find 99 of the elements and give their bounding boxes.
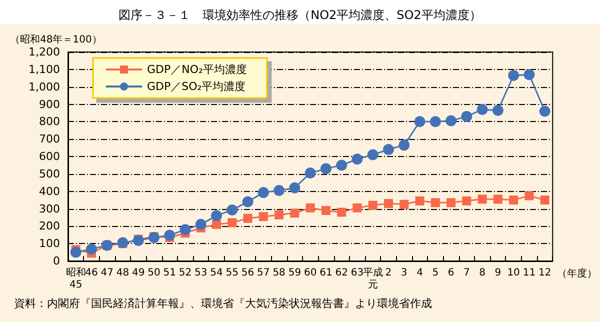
x-tick-label: 49 [132, 268, 145, 278]
point [274, 184, 285, 196]
point [320, 163, 332, 174]
x-tick-label: 55 [226, 268, 239, 278]
legend-label: GDP／SO₂平均濃度 [147, 80, 246, 93]
point [86, 244, 97, 255]
point [228, 218, 237, 228]
point [290, 208, 300, 218]
chart-title: 図序－３－１ 環境効率性の推移（NO2平均濃度、SO2平均濃度） [118, 8, 482, 22]
point [524, 191, 534, 200]
point [478, 194, 487, 204]
y-tick-label: 400 [39, 184, 60, 198]
y-tick-label: 1,000 [28, 80, 60, 94]
point [258, 212, 268, 222]
point [384, 199, 393, 208]
y-tick-label: 900 [39, 98, 60, 111]
x-tick-label: 59 [288, 268, 302, 278]
point [539, 106, 550, 117]
x-tick-label: 10 [507, 268, 520, 278]
x-tick-label: 2 [385, 268, 392, 278]
x-tick-label: 56 [241, 268, 254, 278]
x-tick-label: 5 [432, 268, 439, 278]
x-tick-label: 47 [100, 268, 114, 278]
text: 資料：内閣府『国民経済計算年報』、環境省『大気汚染状況報告書』より環境省作成 [14, 297, 432, 310]
y-tick-label: 700 [39, 132, 60, 146]
point [337, 208, 346, 217]
point [540, 196, 550, 205]
x-tick-label: 8 [479, 268, 486, 278]
y-tick-label: 200 [39, 220, 60, 233]
x-tick-label: 48 [116, 268, 130, 278]
point [258, 187, 269, 198]
legend-label: GDP／NO₂平均濃度 [147, 63, 247, 76]
y-tick-label: 300 [39, 202, 60, 216]
point [430, 116, 441, 128]
point [492, 104, 504, 116]
x-tick-label: 7 [463, 268, 470, 278]
point [476, 104, 488, 115]
point [352, 154, 363, 165]
point [398, 140, 410, 151]
point [352, 203, 362, 212]
x-tick-label: 51 [163, 268, 176, 278]
x-tick-label: 46 [85, 268, 98, 278]
point [461, 110, 472, 122]
point [383, 144, 394, 156]
y-tick-label: 1,100 [28, 62, 60, 76]
point [336, 160, 348, 171]
point [212, 220, 222, 229]
y-tick-label: 1,200 [28, 46, 60, 58]
x-tick-label: 11 [522, 268, 536, 278]
x-tick-label: 57 [257, 268, 270, 278]
point [180, 224, 191, 236]
point [289, 182, 300, 194]
y-axis-title: （昭和48年＝100） [10, 34, 102, 46]
point [509, 196, 518, 205]
point [462, 196, 472, 206]
x-tick-label: 60 [304, 268, 317, 278]
x-tick-label: 50 [148, 268, 160, 278]
x-tick-label: 12 [538, 268, 552, 278]
y-tick-label: 800 [39, 115, 60, 128]
x-tick-label: 53 [194, 268, 208, 278]
point [211, 210, 222, 222]
point [304, 168, 316, 179]
point [367, 149, 378, 160]
x-tick-label: 3 [400, 268, 408, 278]
point [70, 246, 82, 258]
point [226, 204, 238, 216]
point [243, 214, 252, 223]
y-tick-label: 0 [53, 254, 60, 268]
point [430, 198, 440, 208]
x-tick-label: 52 [178, 268, 192, 278]
x-axis-title: （年度） [557, 268, 598, 280]
point [195, 218, 206, 230]
point [321, 206, 330, 215]
x-tick-label: 63 [350, 268, 364, 278]
y-tick-label: 100 [39, 237, 60, 250]
x-tick-label: 4 [416, 268, 423, 278]
point [368, 200, 378, 210]
point [493, 194, 502, 204]
x-tick-label: 9 [494, 268, 502, 278]
y-tick-label: 600 [39, 150, 60, 163]
point [274, 210, 284, 220]
point [524, 69, 535, 80]
point [415, 196, 424, 206]
point [164, 230, 176, 241]
point [446, 198, 456, 208]
y-tick-label: 500 [39, 167, 60, 180]
x-tick-label: 61 [320, 268, 332, 278]
point [508, 70, 520, 82]
x-tick-label: 昭和45 [66, 266, 86, 290]
point [306, 203, 315, 212]
x-tick-label: 平成元 [362, 266, 383, 290]
x-tick-label: 54 [210, 268, 223, 278]
x-tick-label: 6 [448, 268, 454, 278]
x-tick-label: 58 [272, 268, 286, 278]
point [242, 196, 254, 208]
point [414, 116, 426, 128]
point [446, 115, 457, 126]
x-tick-label: 62 [335, 268, 348, 278]
point [400, 200, 409, 209]
